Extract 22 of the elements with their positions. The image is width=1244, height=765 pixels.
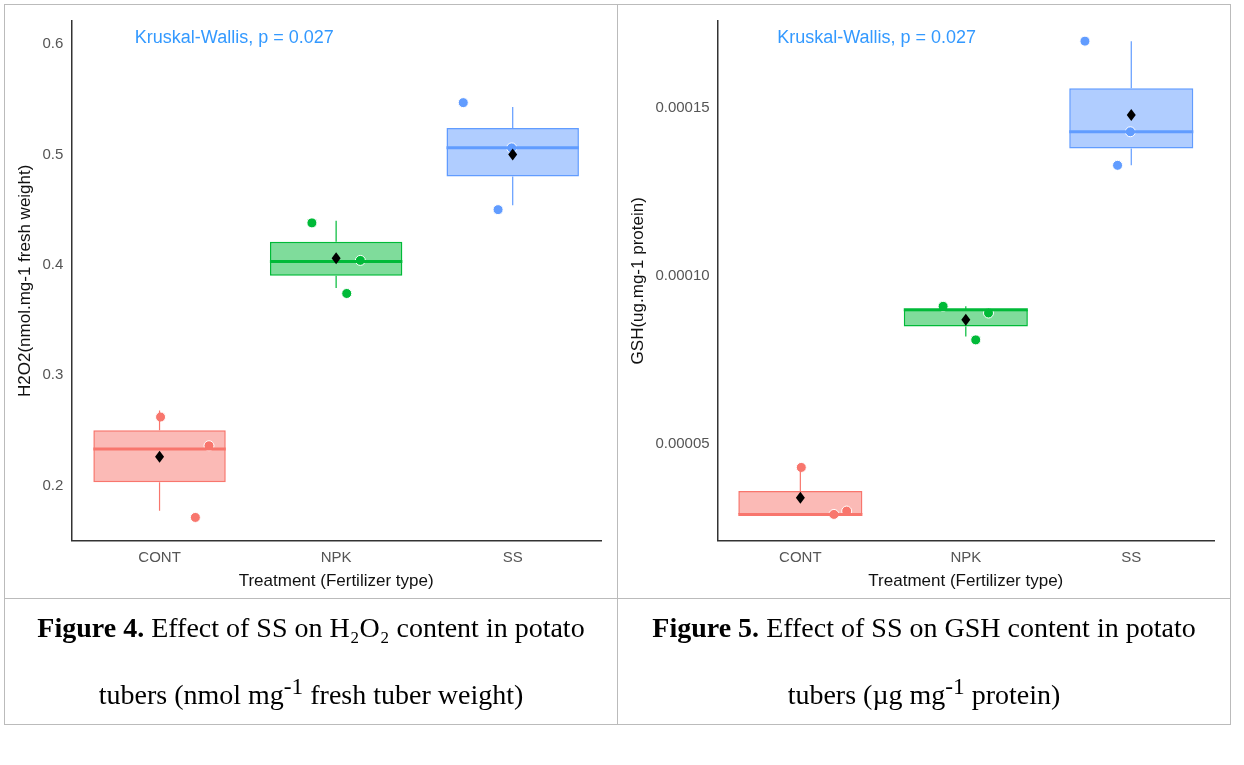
x-axis-title: Treatment (Fertilizer type)	[868, 571, 1064, 591]
x-axis-title: Treatment (Fertilizer type)	[238, 571, 434, 591]
x-tick-label: NPK	[950, 547, 982, 565]
y-tick-label: 0.00015	[655, 98, 710, 116]
y-axis-title: H2O2(nmol.mg-1 fresh weight)	[14, 164, 34, 398]
annotation: Kruskal-Wallis, p = 0.027	[134, 26, 334, 47]
y-tick-label: 0.00005	[655, 434, 710, 452]
text: Figure 5. Effect of SS on GSH content in potato tubers (µg mg$^{-1}$ protein)	[652, 612, 1196, 711]
x-tick-label: NPK	[320, 547, 352, 565]
y-tick-label: 0.3	[42, 365, 64, 383]
y-tick-label: 0.2	[42, 475, 64, 493]
x-tick-label: CONT	[138, 547, 181, 565]
annotation: Kruskal-Wallis, p = 0.027	[777, 26, 977, 47]
y-tick-label: 0.5	[42, 144, 64, 162]
y-axis-title: GSH(ug.mg-1 protein)	[627, 197, 647, 365]
x-tick-label: SS	[502, 547, 523, 565]
text: Figure 4. Effect of SS on H₂O₂ content in potato tubers (nmol mg$^{-1}$ fresh tuber weight)	[37, 612, 585, 711]
y-tick-label: 0.6	[42, 34, 64, 52]
y-tick-label: 0.00010	[655, 266, 710, 284]
y-tick-label: 0.4	[42, 254, 64, 272]
x-tick-label: CONT	[779, 547, 822, 565]
x-tick-label: SS	[1121, 547, 1142, 565]
